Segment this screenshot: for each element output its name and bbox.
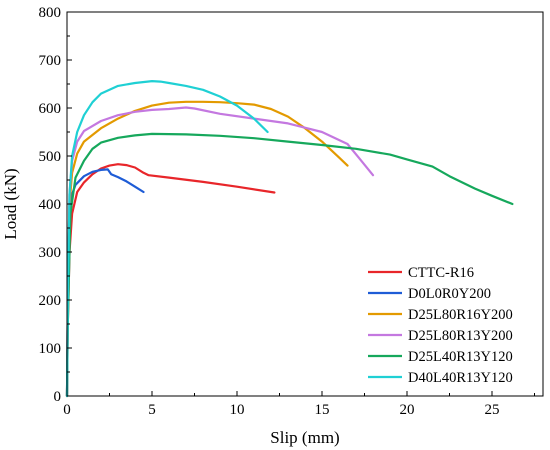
- series-layer: [65, 80, 514, 398]
- legend-label: D40L40R13Y120: [408, 370, 513, 386]
- plot-frame: [66, 11, 544, 397]
- legend-label: D0L0R0Y200: [408, 286, 491, 302]
- y-tick-label: 200: [39, 293, 62, 309]
- x-tick-label: 25: [485, 402, 500, 418]
- series-line: [65, 100, 349, 398]
- y-axis-title-wrap: Load (kN): [1, 168, 20, 239]
- legend-label: D25L40R13Y120: [408, 349, 513, 365]
- y-tick-label: 100: [39, 341, 62, 357]
- y-tick-label: 300: [39, 245, 62, 261]
- y-tick-label: 500: [39, 149, 62, 165]
- tick-layer: 0 5 10 15 20 25 0 100 200 300 400 500 600 700 800: [39, 5, 535, 418]
- y-tick-label: 400: [39, 197, 62, 213]
- y-tick-label: 700: [39, 53, 62, 69]
- y-axis-title: Load (kN): [1, 168, 20, 239]
- x-tick-label: 10: [230, 402, 245, 418]
- legend-label: CTTC-R16: [408, 265, 474, 281]
- series-line: [65, 132, 514, 398]
- legend: CTTC-R16 D0L0R0Y200 D25L80R16Y200 D25L80R13…: [368, 265, 513, 386]
- x-tick-label: 0: [63, 402, 71, 418]
- y-tick-label: 600: [39, 101, 62, 117]
- series-line: [65, 106, 375, 398]
- x-tick-label: 15: [315, 402, 330, 418]
- legend-label: D25L80R13Y200: [408, 328, 513, 344]
- series-line: [65, 163, 276, 398]
- series-line: [65, 168, 145, 398]
- x-tick-label: 5: [148, 402, 156, 418]
- y-tick-label: 0: [54, 389, 62, 405]
- series-line: [65, 80, 269, 398]
- x-axis-title: Slip (mm): [270, 428, 339, 447]
- y-tick-label: 800: [39, 5, 62, 21]
- legend-label: D25L80R16Y200: [408, 307, 513, 323]
- x-tick-label: 20: [400, 402, 415, 418]
